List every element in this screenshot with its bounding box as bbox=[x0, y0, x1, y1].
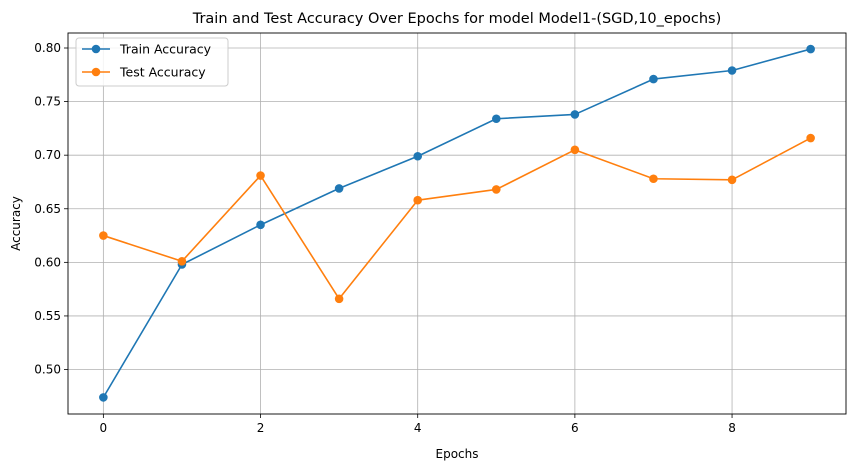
data-point bbox=[491, 114, 501, 124]
x-tick-label: 4 bbox=[414, 421, 422, 435]
series-line bbox=[102, 48, 811, 398]
y-tick-label: 0.50 bbox=[34, 363, 61, 377]
data-point bbox=[413, 195, 423, 205]
data-point bbox=[649, 174, 658, 184]
x-tick-label: 0 bbox=[100, 421, 108, 435]
data-point bbox=[649, 74, 658, 84]
data-point bbox=[727, 66, 737, 75]
data-point bbox=[570, 110, 580, 119]
data-point bbox=[334, 184, 344, 193]
legend-swatch-marker bbox=[91, 44, 101, 54]
data-point bbox=[177, 256, 187, 266]
legend-box bbox=[75, 37, 229, 87]
series-layer bbox=[99, 44, 815, 402]
x-axis: 0 2 4 6 8 bbox=[100, 414, 736, 435]
data-point bbox=[491, 185, 501, 194]
y-tick-label: 0.55 bbox=[34, 309, 61, 323]
legend: Train Accuracy Test Accuracy bbox=[75, 37, 229, 87]
y-tick-label: 0.75 bbox=[34, 95, 61, 109]
data-point bbox=[413, 151, 423, 161]
data-point bbox=[727, 175, 737, 185]
y-axis-label: Accuracy bbox=[9, 196, 23, 251]
data-point bbox=[334, 294, 344, 304]
series-line bbox=[103, 137, 812, 300]
chart-title: Train and Test Accuracy Over Epochs for … bbox=[192, 11, 722, 27]
legend-label: Train Accuracy bbox=[119, 42, 212, 57]
y-tick-label: 0.65 bbox=[34, 202, 61, 216]
y-axis: 0.50 0.55 0.60 0.65 0.70 0.75 0.80 bbox=[34, 41, 68, 377]
data-point bbox=[256, 220, 265, 230]
series-train bbox=[99, 44, 815, 402]
x-tick-label: 2 bbox=[257, 421, 265, 435]
series-test bbox=[99, 133, 815, 304]
data-point bbox=[256, 171, 265, 180]
plot-frame bbox=[67, 32, 847, 415]
y-tick-label: 0.70 bbox=[34, 148, 61, 162]
x-tick-label: 6 bbox=[571, 421, 579, 435]
legend-label: Test Accuracy bbox=[119, 65, 206, 80]
x-tick-label: 8 bbox=[728, 421, 736, 435]
data-point bbox=[99, 231, 108, 240]
data-point bbox=[570, 145, 580, 155]
data-point bbox=[99, 393, 108, 402]
data-point bbox=[806, 44, 815, 54]
y-tick-label: 0.60 bbox=[34, 255, 61, 269]
y-tick-label: 0.80 bbox=[34, 41, 61, 55]
data-point bbox=[806, 133, 815, 143]
legend-swatch-marker bbox=[91, 67, 101, 77]
grid-lines bbox=[68, 33, 846, 414]
x-axis-label: Epochs bbox=[436, 447, 479, 461]
